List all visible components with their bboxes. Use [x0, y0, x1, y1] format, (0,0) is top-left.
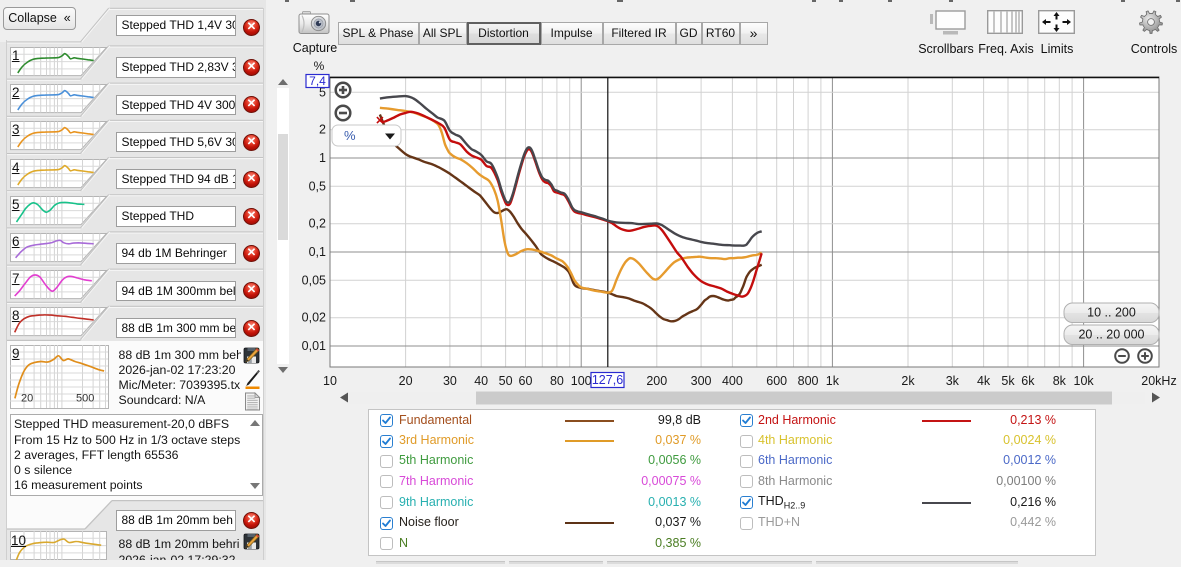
svg-text:0,01: 0,01 — [302, 339, 326, 353]
svg-text:5: 5 — [319, 85, 326, 99]
svg-text:400: 400 — [722, 374, 743, 388]
svg-text:50: 50 — [499, 374, 513, 388]
svg-text:10 .. 200: 10 .. 200 — [1087, 306, 1136, 320]
svg-text:5k: 5k — [1001, 374, 1015, 388]
svg-text:60: 60 — [519, 374, 533, 388]
svg-text:7,4: 7,4 — [309, 74, 326, 88]
svg-text:6k: 6k — [1021, 374, 1035, 388]
svg-text:1k: 1k — [826, 374, 840, 388]
svg-text:800: 800 — [798, 374, 819, 388]
svg-text:3k: 3k — [946, 374, 960, 388]
svg-text:30: 30 — [443, 374, 457, 388]
svg-text:600: 600 — [766, 374, 787, 388]
svg-text:1: 1 — [319, 151, 326, 165]
svg-text:20: 20 — [21, 392, 33, 404]
svg-text:0,2: 0,2 — [309, 217, 326, 231]
svg-text:100: 100 — [571, 374, 592, 388]
svg-text:10k: 10k — [1074, 374, 1095, 388]
svg-text:%: % — [314, 59, 325, 73]
svg-text:500: 500 — [76, 392, 94, 404]
svg-text:80: 80 — [550, 374, 564, 388]
svg-text:0,5: 0,5 — [309, 179, 326, 193]
svg-text:8k: 8k — [1053, 374, 1067, 388]
svg-text:2: 2 — [319, 123, 326, 137]
svg-text:127,6: 127,6 — [592, 373, 623, 387]
svg-text:%: % — [344, 128, 356, 143]
svg-text:20 .. 20 000: 20 .. 20 000 — [1078, 328, 1144, 342]
svg-text:200: 200 — [646, 374, 667, 388]
svg-text:10: 10 — [323, 374, 337, 388]
svg-text:300: 300 — [691, 374, 712, 388]
svg-text:20kHz: 20kHz — [1141, 374, 1176, 388]
svg-text:0,05: 0,05 — [302, 273, 326, 287]
svg-text:4k: 4k — [977, 374, 991, 388]
svg-text:0,02: 0,02 — [302, 311, 326, 325]
svg-text:0,1: 0,1 — [309, 245, 326, 259]
svg-text:40: 40 — [474, 374, 488, 388]
svg-text:2k: 2k — [901, 374, 915, 388]
svg-text:20: 20 — [399, 374, 413, 388]
